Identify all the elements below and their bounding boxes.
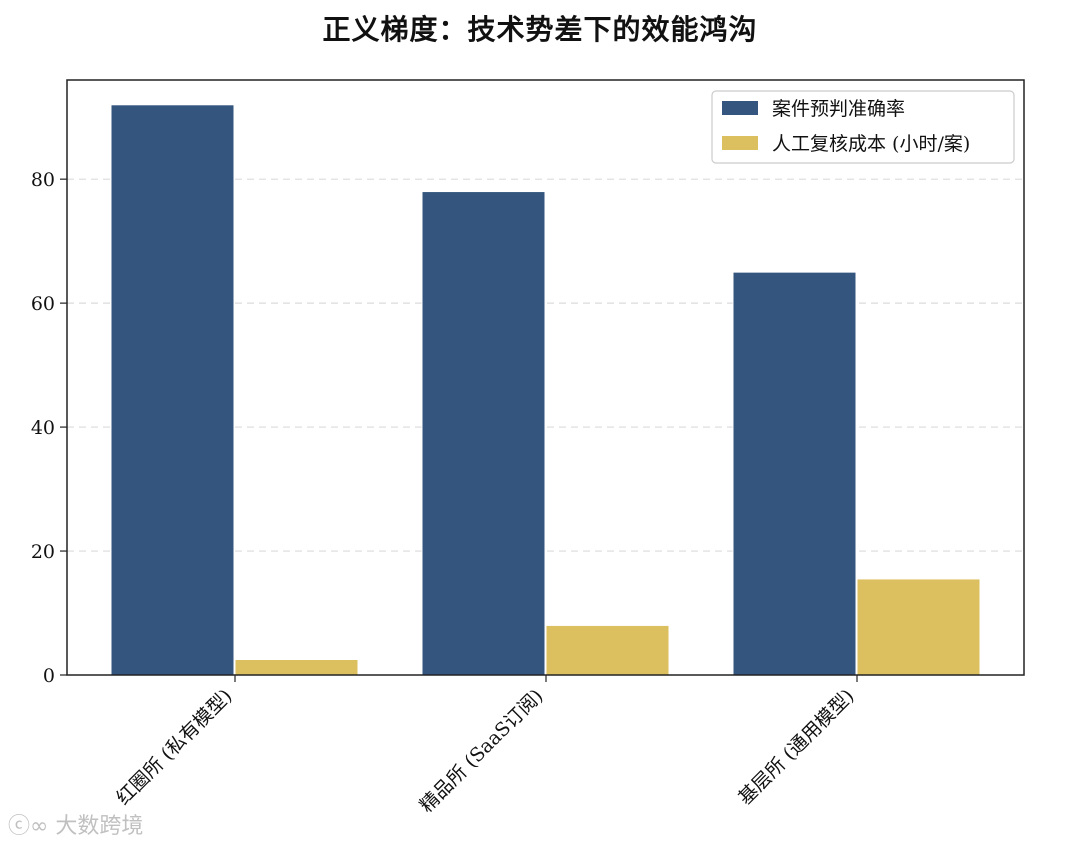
x-tick-label: 精品所 (SaaS订阅): [416, 685, 548, 817]
y-tick-label: 40: [31, 417, 55, 439]
watermark: ⓒ∞ 大数跨境: [8, 808, 143, 840]
watermark-text: 大数跨境: [55, 814, 144, 839]
y-tick-label: 20: [31, 541, 55, 563]
legend-label: 案件预判准确率: [772, 98, 905, 120]
bar-review-cost: [545, 624, 670, 676]
x-tick-label: 红圈所 (私有模型): [112, 685, 236, 809]
legend-swatch: [722, 136, 758, 150]
bar-review-cost: [234, 659, 359, 676]
watermark-logo-icon: ⓒ∞: [8, 814, 49, 839]
bar-accuracy: [732, 271, 857, 676]
y-tick-label: 0: [43, 665, 55, 687]
x-tick-label: 基层所 (通用模型): [734, 685, 858, 809]
legend-label: 人工复核成本 (小时/案): [772, 133, 970, 155]
x-axis-ticks: 红圈所 (私有模型) 精品所 (SaaS订阅) 基层所 (通用模型): [112, 675, 859, 817]
y-tick-label: 80: [31, 169, 55, 191]
chart-title: 正义梯度：技术势差下的效能鸿沟: [322, 13, 758, 46]
legend-box: [711, 90, 1015, 164]
bar-accuracy: [421, 191, 546, 676]
bar-accuracy: [110, 104, 235, 676]
y-axis-ticks: 0 20 40 60 80: [31, 169, 67, 687]
y-tick-label: 60: [31, 293, 55, 315]
bar-review-cost: [856, 578, 981, 676]
legend-swatch: [722, 101, 758, 115]
bars: [110, 104, 981, 676]
